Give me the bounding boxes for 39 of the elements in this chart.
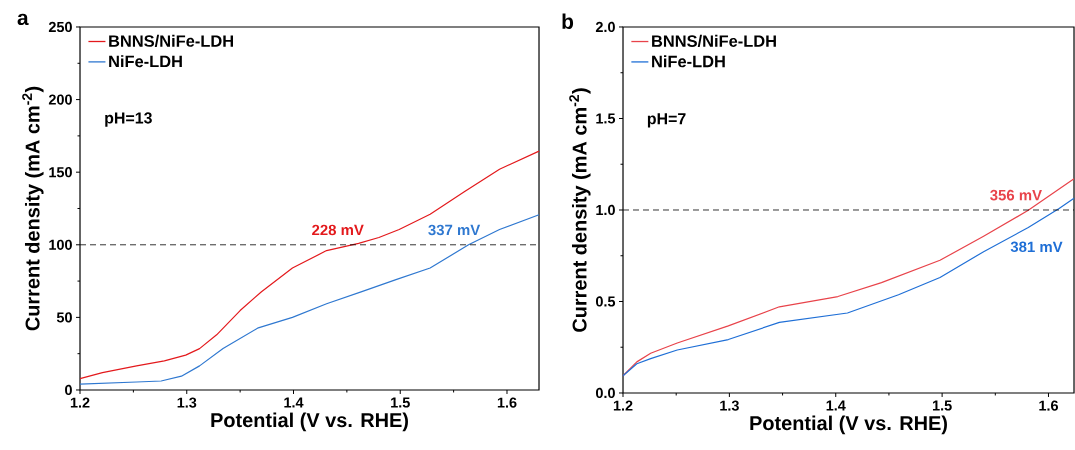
y-tick-label: 0.5 [595, 296, 616, 307]
y-tick-label: 250 [48, 21, 72, 33]
y-tick-label: 150 [49, 167, 72, 178]
annotation: pH=13 [105, 112, 152, 127]
y-tick-label: 2.0 [595, 21, 615, 33]
legend-label: NiFe-LDH [652, 55, 725, 68]
x-tick-label: 1.4 [826, 400, 846, 411]
y-tick-label: 1.0 [596, 204, 615, 216]
annotation: 356 mV [990, 189, 1042, 201]
annotation: 381 mV [1010, 241, 1063, 253]
x-tick-label: 1.5 [391, 397, 410, 408]
x-axis-title: Potential (V vs. RHE) [750, 415, 947, 435]
chart-title: a [17, 13, 29, 26]
legend-label: BNNS/NiFe-LDH [652, 34, 776, 48]
line-series [79, 214, 540, 385]
y-tick-label: 1.5 [596, 113, 616, 124]
x-tick-label: 1.6 [1039, 400, 1059, 411]
y-tick-label: 0 [65, 384, 72, 396]
y-axis-title: Current density (mA cm$^{-2}$) [22, 86, 44, 331]
annotation: 337 mV [428, 224, 481, 236]
annotation: 228 mV [312, 224, 364, 236]
line-series [79, 150, 540, 380]
legend-label: BNNS/NiFe-LDH [109, 34, 233, 48]
x-tick-label: 1.3 [177, 397, 197, 408]
x-tick-label: 1.3 [720, 400, 739, 411]
annotation: pH=7 [647, 113, 686, 128]
x-tick-label: 1.2 [70, 397, 90, 408]
y-axis-title: Current density (mA cm$^{-2}$) [569, 88, 591, 332]
y-tick-label: 50 [56, 312, 72, 323]
y-tick-label: 200 [48, 94, 72, 105]
y-tick-label: 100 [49, 239, 72, 250]
x-tick-label: 1.6 [497, 397, 517, 408]
y-tick-label: 0.0 [595, 387, 615, 399]
chart-title: b [562, 13, 574, 29]
legend-label: NiFe-LDH [109, 55, 182, 68]
x-tick-label: 1.4 [284, 397, 304, 408]
x-axis-title: Potential (V vs. RHE) [211, 412, 408, 432]
x-tick-label: 1.2 [613, 400, 633, 411]
x-tick-label: 1.5 [932, 400, 952, 411]
